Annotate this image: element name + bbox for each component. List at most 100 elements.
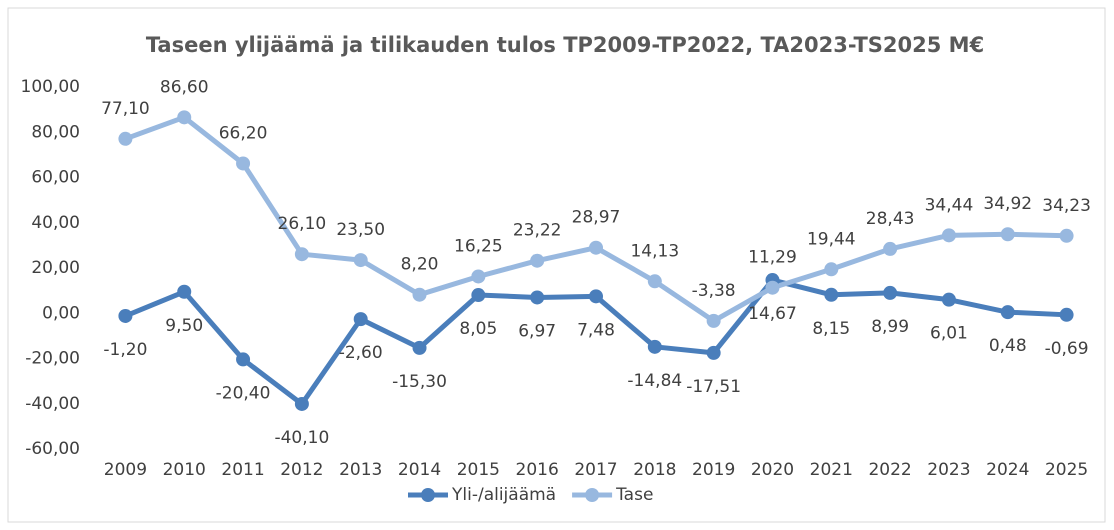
y-tick-label: 100,00 [21, 77, 80, 97]
data-label: 28,97 [572, 208, 621, 228]
y-tick-label: -40,00 [25, 394, 80, 414]
y-tick-label: 80,00 [31, 122, 80, 142]
data-label: 9,50 [165, 316, 203, 336]
point [589, 289, 603, 304]
point [471, 288, 486, 303]
data-label: -0,69 [1045, 339, 1089, 359]
x-tick-label: 2019 [692, 460, 735, 480]
point [412, 287, 427, 302]
data-label: 66,20 [219, 123, 268, 143]
point [941, 292, 956, 307]
data-label: 34,92 [983, 194, 1032, 214]
point [1000, 305, 1015, 320]
point [118, 308, 133, 323]
point [1059, 307, 1074, 322]
data-label: 16,25 [454, 236, 503, 256]
y-tick-label: 0,00 [42, 303, 80, 323]
x-tick-label: 2025 [1045, 460, 1088, 480]
chart-title: Taseen ylijäämä ja tilikauden tulos TP20… [145, 33, 985, 57]
point [1000, 227, 1015, 242]
data-label: -2,60 [339, 343, 383, 363]
legend-marker [421, 488, 435, 502]
x-tick-label: 2023 [927, 460, 970, 480]
data-label: 26,10 [278, 214, 327, 234]
point [941, 228, 956, 243]
data-label: 6,01 [930, 324, 968, 344]
data-label: 8,20 [401, 255, 439, 275]
point [353, 312, 368, 327]
point [1059, 228, 1074, 243]
point [824, 287, 839, 302]
point [883, 241, 898, 256]
data-label: -17,51 [686, 377, 741, 397]
point [118, 131, 133, 146]
legend-label: Tase [615, 485, 653, 505]
x-tick-label: 2012 [280, 460, 323, 480]
x-tick-label: 2011 [221, 460, 264, 480]
data-label: -1,20 [103, 340, 147, 360]
point [883, 285, 898, 300]
point [294, 396, 309, 411]
x-tick-label: 2013 [339, 460, 382, 480]
point [177, 284, 192, 299]
data-label: 8,15 [812, 319, 850, 339]
legend-marker [585, 488, 600, 502]
data-label: 8,05 [459, 319, 497, 339]
data-label: 28,43 [866, 209, 915, 229]
data-label: 86,60 [160, 77, 209, 97]
point [236, 156, 251, 171]
data-label: -15,30 [392, 372, 447, 392]
point [236, 352, 251, 367]
data-label: 11,29 [748, 248, 797, 268]
y-tick-label: 40,00 [31, 213, 80, 233]
data-label: 77,10 [101, 99, 150, 119]
point [706, 345, 721, 360]
data-label: 19,44 [807, 229, 856, 249]
point [530, 253, 545, 268]
point [177, 110, 192, 125]
y-tick-label: -20,00 [25, 349, 80, 369]
data-label: -20,40 [216, 383, 271, 403]
data-label: 6,97 [518, 321, 556, 341]
data-label: 0,48 [989, 336, 1027, 356]
data-label: 7,48 [577, 320, 615, 340]
point [530, 290, 545, 305]
point [706, 313, 721, 328]
data-label: 23,22 [513, 221, 562, 241]
point [589, 240, 603, 255]
y-tick-label: 60,00 [31, 168, 80, 188]
point [647, 339, 662, 354]
point [471, 269, 486, 284]
data-label: -14,84 [627, 371, 682, 391]
x-tick-label: 2020 [751, 460, 794, 480]
point [765, 280, 780, 295]
point [353, 253, 368, 268]
x-tick-label: 2015 [457, 460, 500, 480]
legend-label: Yli-/alijäämä [451, 485, 556, 505]
data-label: 23,50 [336, 220, 385, 240]
x-tick-label: 2014 [398, 460, 441, 480]
point [412, 340, 427, 355]
x-tick-label: 2017 [574, 460, 617, 480]
data-label: 34,44 [925, 195, 974, 215]
data-label: -40,10 [274, 428, 329, 448]
x-tick-label: 2022 [868, 460, 911, 480]
data-label: 34,23 [1042, 196, 1091, 216]
data-label: 14,67 [748, 304, 797, 324]
x-tick-label: 2016 [516, 460, 559, 480]
x-tick-label: 2021 [810, 460, 853, 480]
point [824, 262, 839, 277]
chart-frame [7, 7, 1106, 523]
x-tick-label: 2009 [104, 460, 147, 480]
y-tick-label: 20,00 [31, 258, 80, 278]
point [647, 274, 662, 289]
data-label: 8,99 [871, 317, 909, 337]
y-tick-label: -60,00 [25, 439, 80, 459]
x-tick-label: 2018 [633, 460, 676, 480]
data-label: -3,38 [692, 281, 736, 301]
x-tick-label: 2010 [163, 460, 206, 480]
x-tick-label: 2024 [986, 460, 1029, 480]
point [294, 247, 309, 262]
